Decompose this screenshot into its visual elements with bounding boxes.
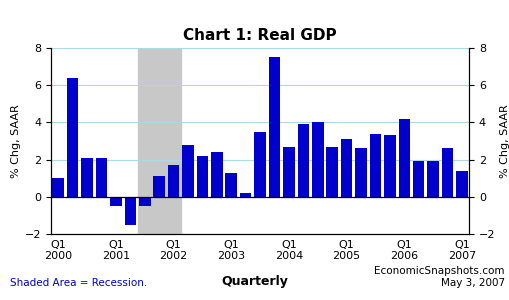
Bar	[456, 171, 467, 197]
Bar	[355, 148, 366, 197]
Text: Shaded Area = Recession.: Shaded Area = Recession.	[10, 278, 147, 288]
Bar	[138, 197, 150, 206]
Bar	[268, 57, 280, 197]
Bar	[137, 48, 180, 234]
Bar	[282, 147, 294, 197]
Bar	[196, 156, 208, 197]
Bar	[441, 148, 453, 197]
Bar	[153, 176, 164, 197]
Bar	[110, 197, 122, 206]
Bar	[225, 172, 237, 197]
Bar	[182, 145, 193, 197]
Text: EconomicSnapshots.com
May 3, 2007: EconomicSnapshots.com May 3, 2007	[374, 266, 504, 288]
Bar	[326, 147, 337, 197]
Bar	[312, 122, 323, 197]
Title: Chart 1: Real GDP: Chart 1: Real GDP	[183, 28, 336, 43]
Y-axis label: % Chg, SAAR: % Chg, SAAR	[499, 104, 508, 178]
Bar	[427, 161, 438, 197]
Bar	[211, 152, 222, 197]
Y-axis label: % Chg, SAAR: % Chg, SAAR	[11, 104, 20, 178]
Text: Quarterly: Quarterly	[221, 275, 288, 288]
Bar	[369, 134, 381, 197]
Bar	[412, 161, 423, 197]
Bar	[67, 78, 78, 197]
Bar	[239, 193, 251, 197]
Bar	[124, 197, 136, 225]
Bar	[297, 124, 308, 197]
Bar	[167, 165, 179, 197]
Bar	[383, 135, 395, 197]
Bar	[398, 119, 409, 197]
Bar	[81, 158, 93, 197]
Bar	[52, 178, 64, 197]
Bar	[254, 132, 265, 197]
Bar	[340, 139, 352, 197]
Bar	[96, 158, 107, 197]
